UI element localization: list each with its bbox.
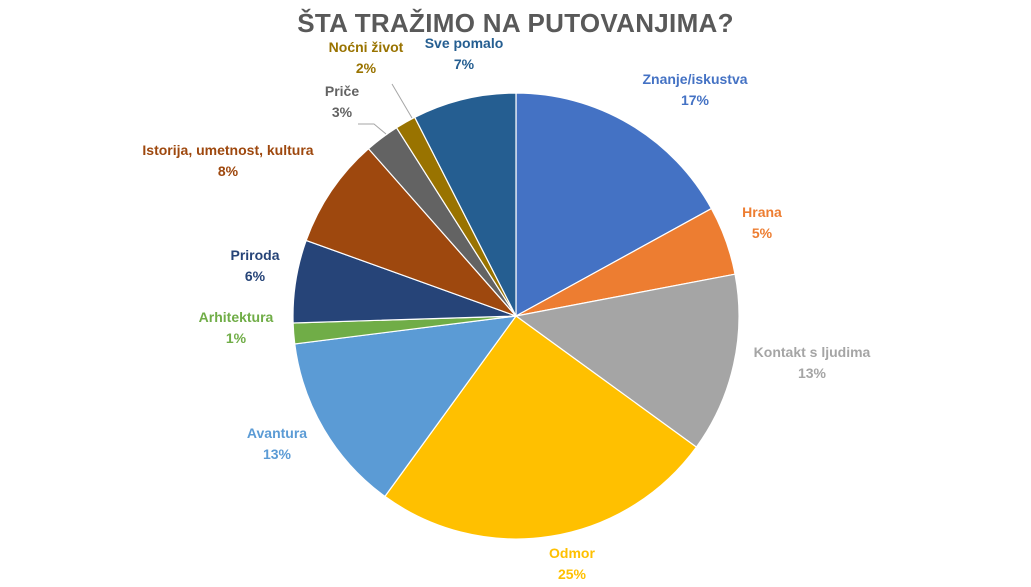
leader-line-price xyxy=(358,123,387,135)
slice-label-name: Hrana xyxy=(742,204,782,220)
slice-label-name: Sve pomalo xyxy=(425,35,504,51)
pie-slice-odmor xyxy=(384,315,698,540)
slice-label-name: Priče xyxy=(325,83,359,99)
slice-label-arhitektura: Arhitektura 1% xyxy=(199,309,274,346)
leader-line-nocni-zivot xyxy=(391,83,413,119)
slice-label-name: Arhitektura xyxy=(199,309,274,325)
slice-label-name: Istorija, umetnost, kultura xyxy=(142,142,313,158)
slice-label-name: Znanje/iskustva xyxy=(642,71,747,87)
chart-title: ŠTA TRAŽIMO NA PUTOVANJIMA? xyxy=(297,8,734,38)
slice-label-name: Odmor xyxy=(549,545,595,561)
slice-label-value: 6% xyxy=(245,268,266,284)
pie-slice-avantura xyxy=(294,315,518,498)
pie-slice-znanje-iskustva xyxy=(515,92,713,318)
slice-label-name: Avantura xyxy=(247,425,307,441)
slice-label-value: 8% xyxy=(218,163,239,179)
slice-label-value: 17% xyxy=(681,92,710,108)
slice-label-value: 13% xyxy=(263,446,292,462)
leader-lines xyxy=(358,83,413,135)
slice-label-value: 3% xyxy=(332,104,353,120)
slice-label-kontakt-s-ljudima: Kontakt s ljudima 13% xyxy=(754,344,871,381)
slice-label-value: 5% xyxy=(752,225,773,241)
slice-label-name: Noćni život xyxy=(329,39,404,55)
slice-label-value: 1% xyxy=(226,330,247,346)
slice-label-nocni-zivot: Noćni život 2% xyxy=(329,39,404,76)
slice-label-value: 7% xyxy=(454,56,475,72)
slice-label-name: Priroda xyxy=(230,247,279,263)
slice-label-price: Priče 3% xyxy=(325,83,359,120)
pie-slice-kontakt-s-ljudima xyxy=(514,273,740,448)
slice-label-value: 2% xyxy=(356,60,377,76)
slice-label-znanje-iskustva: Znanje/iskustva 17% xyxy=(642,71,747,108)
slice-label-avantura: Avantura 13% xyxy=(247,425,307,462)
slice-label-value: 25% xyxy=(558,566,587,582)
slice-label-odmor: Odmor 25% xyxy=(549,545,595,582)
pie-slice-istorija-umetnost-kultura xyxy=(305,147,517,317)
slice-label-priroda: Priroda 6% xyxy=(230,247,279,284)
slice-label-name: Kontakt s ljudima xyxy=(754,344,871,360)
pie-slice-sve-pomalo xyxy=(413,92,517,317)
slice-label-value: 13% xyxy=(798,365,827,381)
slice-label-istorija-umetnost-kultura: Istorija, umetnost, kultura 8% xyxy=(142,142,313,179)
pie-slices xyxy=(292,92,740,540)
slice-labels: Znanje/iskustva 17% Hrana 5% Kontakt s ljudi… xyxy=(142,35,870,582)
slice-label-hrana: Hrana 5% xyxy=(742,204,782,241)
slice-label-sve-pomalo: Sve pomalo 7% xyxy=(425,35,504,72)
